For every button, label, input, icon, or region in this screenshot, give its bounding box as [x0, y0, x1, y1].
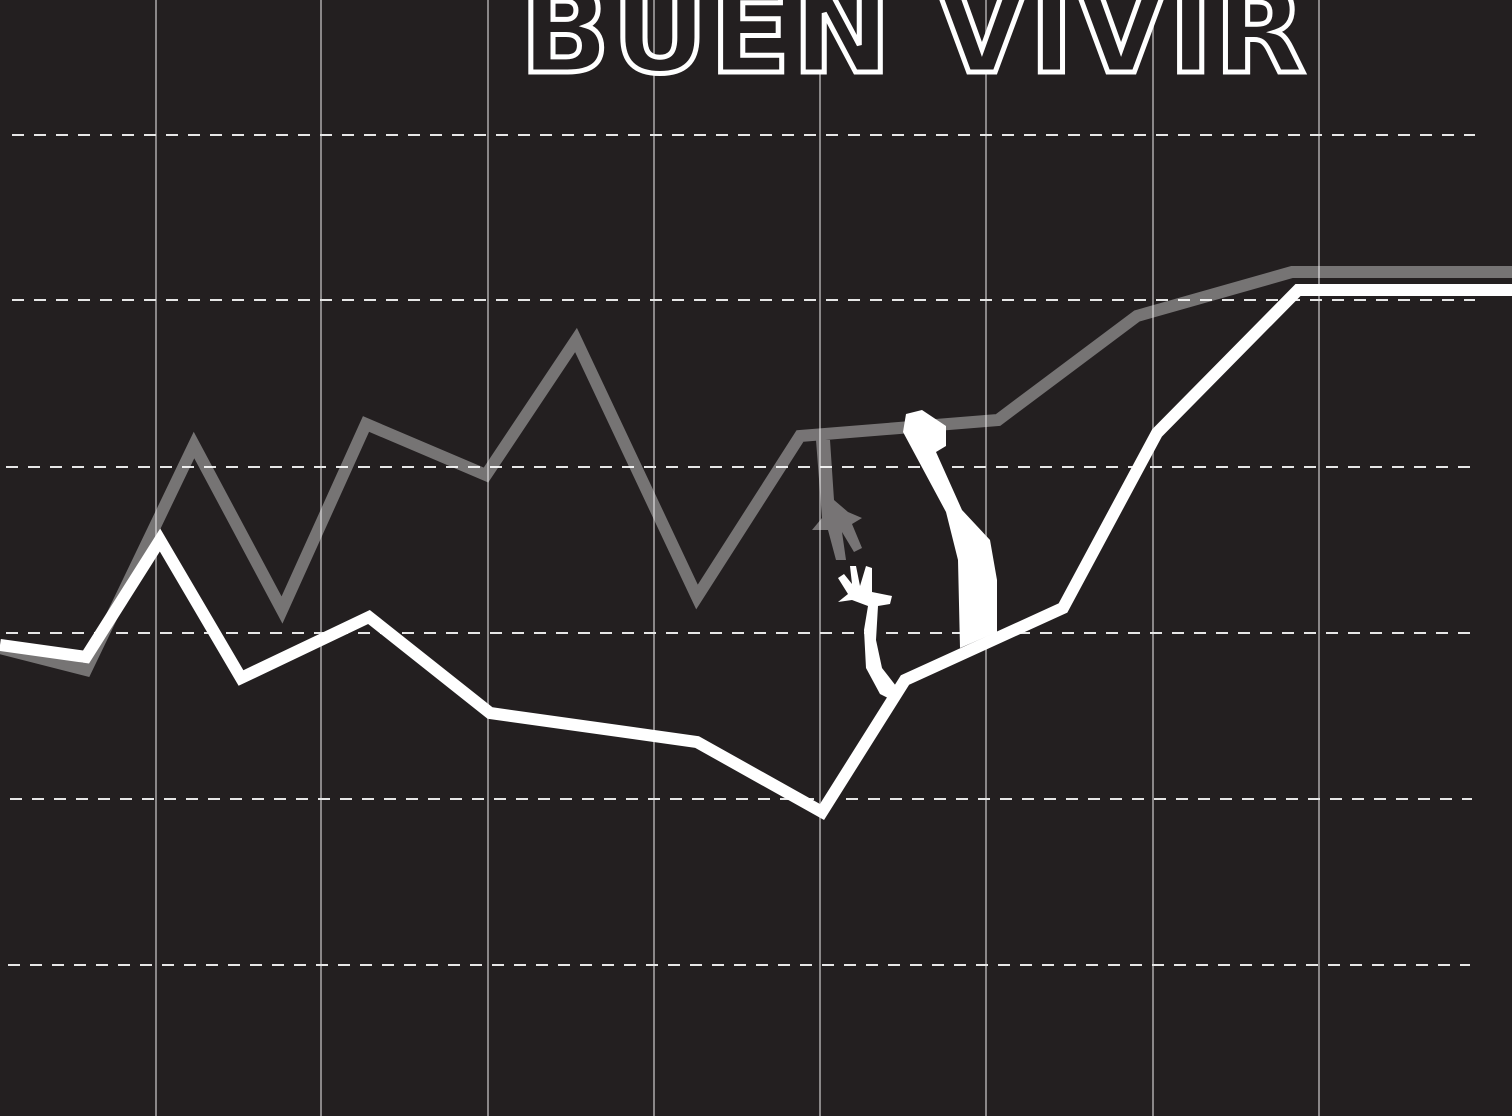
illustration: BUEN VIVIR — [0, 0, 1512, 1116]
background — [0, 0, 1512, 1116]
title: BUEN VIVIR — [520, 0, 1308, 100]
